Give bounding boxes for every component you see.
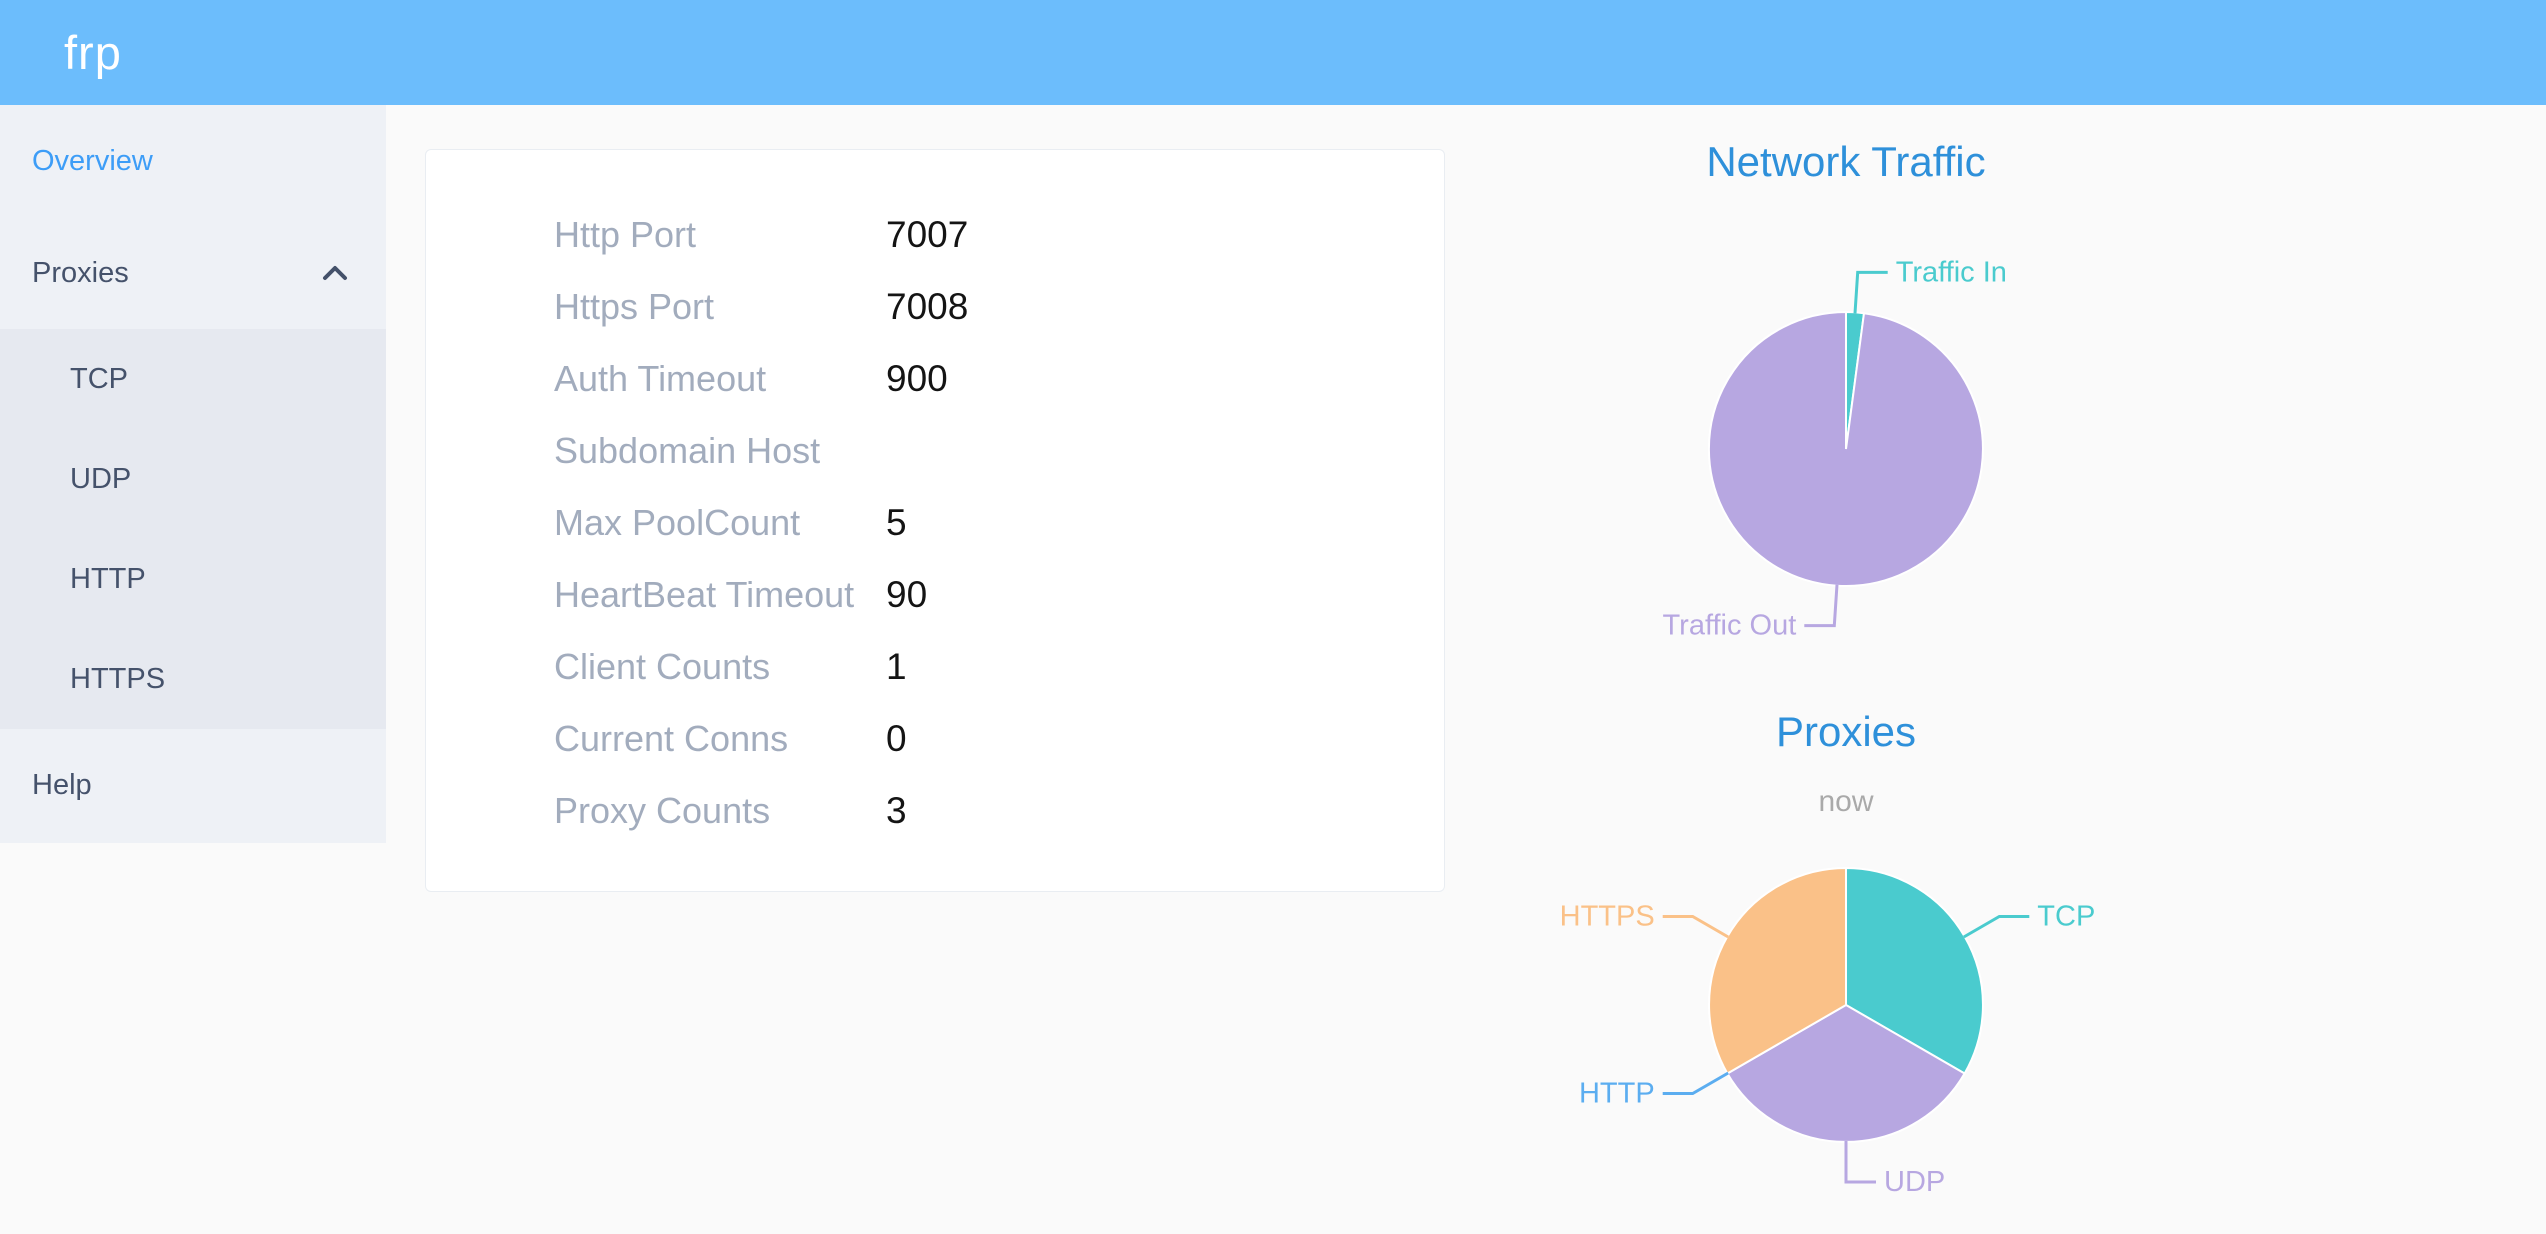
- config-row-heartbeat-timeout: HeartBeat Timeout 90: [426, 559, 1444, 631]
- network-traffic-chart: Network Traffic today Traffic InTraffic …: [1496, 130, 2196, 690]
- proxies-chart-subtitle: now: [1818, 785, 1874, 818]
- pie-label-https: HTTPS: [1560, 901, 1655, 933]
- pie-label-http: HTTP: [1579, 1078, 1655, 1110]
- config-label: Subdomain Host: [554, 430, 821, 471]
- sidebar-item-udp[interactable]: UDP: [0, 429, 386, 529]
- sidebar-item-help[interactable]: Help: [0, 729, 386, 841]
- config-row-auth-timeout: Auth Timeout 900: [426, 343, 1444, 415]
- config-label: Max PoolCount: [554, 502, 801, 543]
- config-value: 0: [886, 718, 907, 759]
- config-row-subdomain-host: Subdomain Host: [426, 415, 1444, 487]
- pie-label-tcp: TCP: [2037, 901, 2095, 933]
- sidebar-item-udp-label: UDP: [70, 463, 132, 495]
- proxies-pie: TCP UDP HTTP HTTPS: [1560, 866, 2095, 1198]
- pie-slice-traffic-out[interactable]: [1707, 310, 1984, 587]
- config-value: 900: [886, 358, 948, 399]
- pie-label-line-udp: [1844, 1141, 1876, 1184]
- config-value: 7007: [886, 214, 969, 255]
- config-label: Proxy Counts: [554, 790, 771, 831]
- proxies-chart-title: Proxies: [1775, 708, 1917, 755]
- pie-label-traffic-out: Traffic Out: [1663, 610, 1797, 642]
- server-config-card: Http Port 7007 Https Port 7008 Auth Time…: [425, 149, 1445, 892]
- sidebar-item-tcp[interactable]: TCP: [0, 329, 386, 429]
- config-value: 90: [886, 574, 928, 615]
- config-row-https-port: Https Port 7008: [426, 271, 1444, 343]
- pie-label-line-tcp: [1963, 915, 2030, 939]
- pie-label-traffic-in: Traffic In: [1896, 256, 2007, 288]
- sidebar-item-http-label: HTTP: [70, 563, 146, 595]
- pie-label-line-https: [1662, 915, 1729, 939]
- config-row-proxy-counts: Proxy Counts 3: [426, 775, 1444, 847]
- sidebar-item-overview-label: Overview: [32, 145, 153, 177]
- config-value: 3: [886, 790, 907, 831]
- config-row-http-port: Http Port 7007: [426, 199, 1444, 271]
- sidebar-item-overview[interactable]: Overview: [0, 105, 386, 217]
- pie-label-line-http: [1662, 1071, 1729, 1095]
- proxies-chart: Proxies now TCP UDP HTTP HTTPS: [1496, 700, 2196, 1234]
- config-label: Current Conns: [554, 718, 789, 759]
- config-label: HeartBeat Timeout: [554, 574, 855, 615]
- sidebar-item-help-label: Help: [32, 769, 92, 801]
- config-label: Https Port: [554, 286, 715, 327]
- config-value: 1: [886, 646, 907, 687]
- config-label: Http Port: [554, 214, 697, 255]
- config-row-client-counts: Client Counts 1: [426, 631, 1444, 703]
- app-header: frp: [0, 0, 2546, 105]
- sidebar-item-proxies-label: Proxies: [32, 257, 129, 289]
- sidebar-submenu-proxies: TCP UDP HTTP HTTPS: [0, 329, 386, 729]
- pie-label-line-traffic-in: [1853, 270, 1888, 314]
- config-row-max-poolcount: Max PoolCount 5: [426, 487, 1444, 559]
- sidebar-menu: Overview Proxies TCP UDP HTTP HTTPS Help: [0, 105, 386, 843]
- sidebar-item-https-label: HTTPS: [70, 663, 166, 695]
- sidebar-item-tcp-label: TCP: [70, 363, 128, 395]
- sidebar-item-http[interactable]: HTTP: [0, 529, 386, 629]
- pie-label-line-traffic-out: [1804, 584, 1839, 628]
- pie-label-udp: UDP: [1884, 1166, 1945, 1198]
- config-label: Auth Timeout: [554, 358, 767, 399]
- network-traffic-pie: Traffic In Traffic Out: [1663, 256, 2007, 642]
- config-label: Client Counts: [554, 646, 771, 687]
- chevron-up-icon: [323, 266, 347, 280]
- sidebar-item-https[interactable]: HTTPS: [0, 629, 386, 729]
- config-row-current-conns: Current Conns 0: [426, 703, 1444, 775]
- sidebar-item-proxies[interactable]: Proxies: [0, 217, 386, 329]
- network-traffic-chart-title: Network Traffic: [1706, 138, 1986, 185]
- app-logo: frp: [64, 26, 122, 79]
- config-value: 5: [886, 502, 907, 543]
- config-value: 7008: [886, 286, 969, 327]
